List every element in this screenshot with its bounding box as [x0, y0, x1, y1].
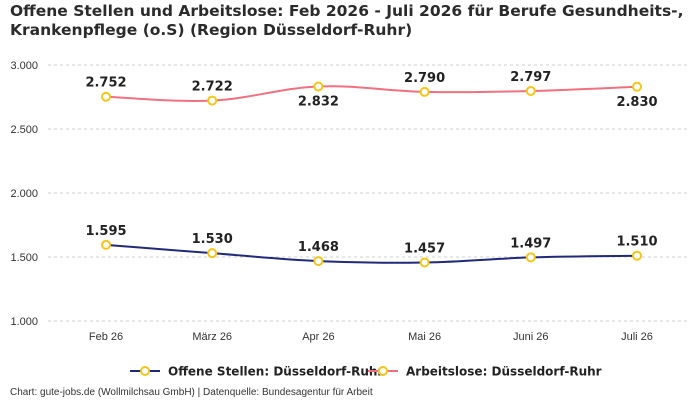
- data-label: 2.790: [404, 71, 445, 86]
- grid-layer: [48, 64, 690, 322]
- series-line: [105, 243, 638, 264]
- legend-marker: [140, 366, 150, 376]
- data-point: [419, 86, 430, 97]
- data-point: [419, 257, 430, 268]
- data-label: 2.830: [616, 95, 657, 110]
- data-label: 1.457: [404, 242, 445, 257]
- data-point: [525, 252, 536, 263]
- data-point: [101, 91, 111, 102]
- data-label: 1.497: [510, 236, 551, 251]
- y-tick-label: 2.500: [10, 124, 38, 136]
- x-tick-label: Mai 26: [408, 331, 441, 343]
- data-labels: 1.595 1.530 1.468 1.457 1.497 1.510 2.752 2.722…: [85, 70, 657, 257]
- y-axis: 1.000 1.500 2.000 2.500 3.000: [10, 60, 38, 328]
- data-point: [207, 248, 218, 259]
- data-label: 2.722: [192, 80, 233, 95]
- x-tick-label: März 26: [192, 331, 232, 343]
- series-layer: [101, 81, 642, 268]
- data-point: [207, 95, 218, 106]
- data-point: [313, 256, 324, 267]
- legend-marker: [378, 366, 388, 376]
- data-label: 2.832: [298, 95, 339, 110]
- data-label: 1.530: [192, 232, 233, 247]
- data-label: 1.595: [85, 224, 126, 239]
- data-label: 2.752: [85, 76, 126, 91]
- x-axis: Feb 26 März 26 Apr 26 Mai 26 Juni 26 Juli 26: [89, 331, 653, 343]
- x-tick-label: Juni 26: [513, 331, 548, 343]
- x-tick-label: Feb 26: [89, 331, 123, 343]
- y-tick-label: 3.000: [10, 60, 38, 72]
- data-point: [313, 81, 324, 92]
- data-label: 1.510: [616, 235, 657, 250]
- x-tick-label: Juli 26: [621, 331, 653, 343]
- legend: Offene Stellen: Düsseldorf-Ruhr Arbeitslo…: [130, 365, 602, 379]
- data-point: [632, 250, 642, 261]
- data-point: [101, 239, 111, 250]
- data-label: 1.468: [298, 240, 339, 255]
- legend-label: Offene Stellen: Düsseldorf-Ruhr: [168, 365, 383, 379]
- source-footer: Chart: gute-jobs.de (Wollmilchsau GmbH) …: [10, 387, 373, 398]
- chart-title: Offene Stellen und Arbeitslose: Feb 2026…: [10, 2, 684, 39]
- data-point: [632, 81, 642, 92]
- data-point: [525, 85, 536, 96]
- y-tick-label: 1.500: [10, 252, 38, 264]
- y-tick-label: 2.000: [10, 188, 38, 200]
- y-tick-label: 1.000: [10, 316, 38, 328]
- x-tick-label: Apr 26: [302, 331, 334, 343]
- legend-label: Arbeitslose: Düsseldorf-Ruhr: [406, 365, 602, 379]
- series-line: [105, 85, 638, 102]
- data-label: 2.797: [510, 70, 551, 85]
